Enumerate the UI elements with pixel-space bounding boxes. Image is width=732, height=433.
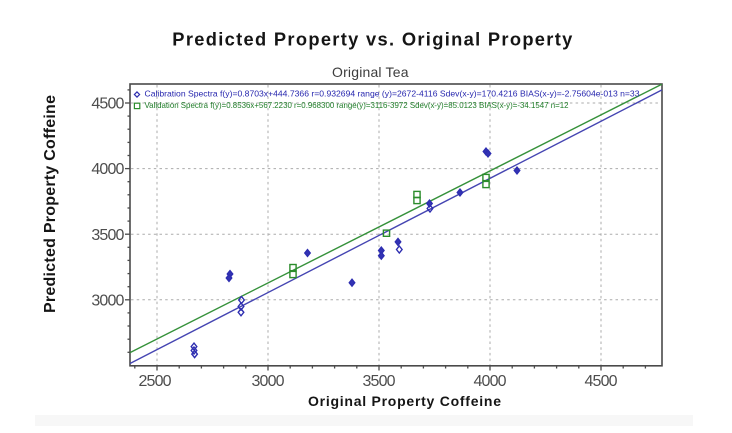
svg-text:Validation Spectra f(y)=0.8536: Validation Spectra f(y)=0.8536x+567.2230… [145,100,569,110]
svg-text:Original Tea: Original Tea [332,64,409,80]
svg-text:3500: 3500 [91,227,124,244]
svg-text:Calibration Spectra f(y)=0.870: Calibration Spectra f(y)=0.8703x+444.736… [145,89,640,99]
svg-text:2500: 2500 [139,373,172,390]
svg-text:3000: 3000 [91,292,124,309]
svg-text:3000: 3000 [252,373,285,390]
svg-text:Predicted Property vs. Origina: Predicted Property vs. Original Property [172,29,573,50]
svg-text:4500: 4500 [585,373,618,390]
svg-text:4000: 4000 [474,373,507,390]
svg-text:4500: 4500 [91,96,124,113]
svg-text:3500: 3500 [363,373,396,390]
svg-text:Predicted Property Coffeine: Predicted Property Coffeine [42,95,59,313]
svg-text:4000: 4000 [91,161,124,178]
svg-text:Original Property Coffeine: Original Property Coffeine [308,393,501,409]
